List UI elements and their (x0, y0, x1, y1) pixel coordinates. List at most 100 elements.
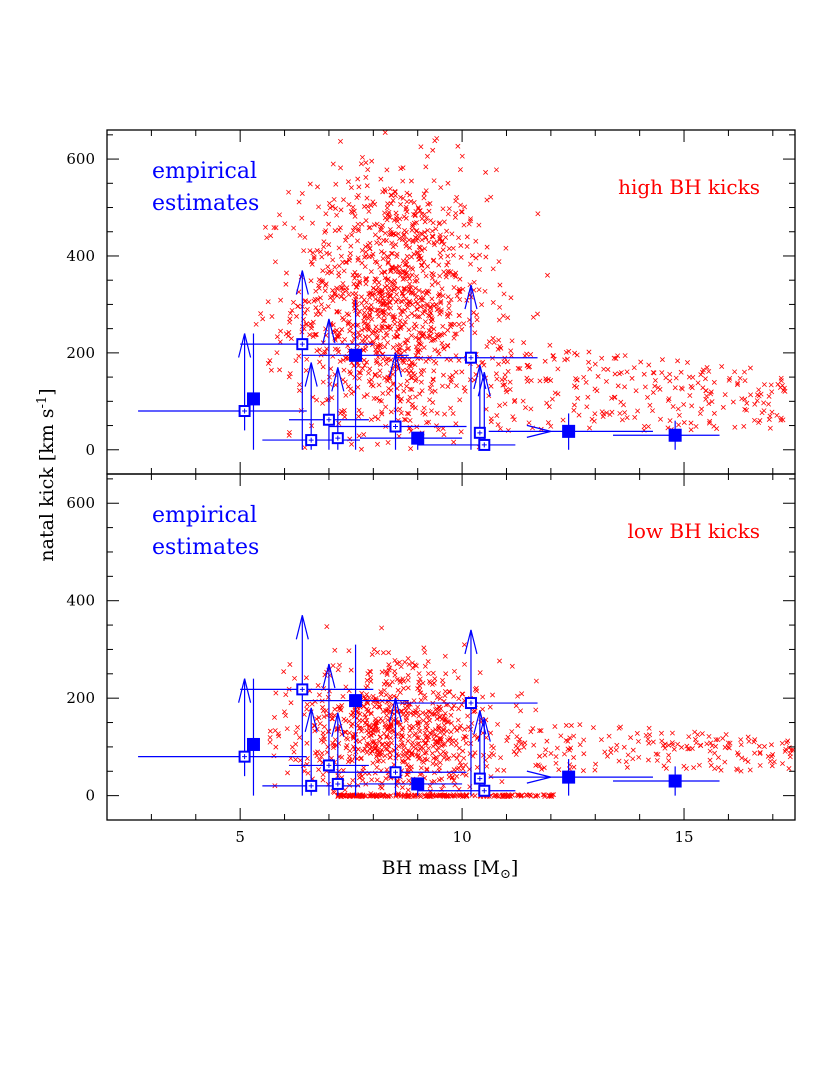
model-point (425, 671, 431, 677)
model-point (426, 745, 431, 751)
model-point (709, 399, 715, 405)
model-point (416, 287, 422, 293)
model-point (459, 369, 465, 375)
model-point (260, 316, 266, 322)
model-point (409, 725, 415, 731)
model-point (580, 768, 586, 774)
model-point (343, 729, 349, 735)
model-point (704, 365, 710, 370)
bottom-empirical-markers (238, 683, 682, 797)
model-point (409, 265, 415, 271)
model-point (732, 369, 738, 375)
model-point (440, 344, 446, 350)
model-point (422, 309, 428, 315)
model-point (641, 371, 647, 377)
model-point (409, 752, 415, 758)
model-point (421, 405, 427, 411)
model-point (323, 281, 329, 287)
model-point (457, 793, 463, 799)
model-point (403, 204, 409, 210)
model-point (471, 709, 477, 715)
model-point (316, 715, 322, 721)
model-point (416, 747, 422, 753)
model-point (757, 762, 763, 768)
model-point (310, 250, 316, 256)
model-point (577, 742, 583, 748)
model-point (382, 344, 388, 350)
model-point (433, 761, 439, 767)
model-point (437, 792, 443, 798)
model-point (416, 671, 422, 677)
model-point (472, 708, 478, 714)
model-point (418, 297, 424, 303)
model-point (380, 324, 386, 330)
model-point (378, 691, 384, 697)
model-point (359, 725, 365, 731)
model-point (405, 792, 411, 798)
model-point (415, 686, 421, 692)
model-point (756, 387, 762, 393)
model-point (441, 755, 447, 761)
model-point (515, 723, 521, 729)
model-point (419, 216, 425, 222)
model-point (555, 366, 561, 372)
model-point (278, 297, 284, 303)
model-point (349, 758, 355, 764)
model-point (438, 307, 444, 313)
model-point (442, 710, 448, 716)
model-point (463, 762, 469, 768)
model-point (371, 222, 377, 228)
model-point (401, 232, 407, 238)
model-point (362, 313, 368, 319)
model-point (380, 318, 386, 324)
model-point (388, 387, 394, 393)
model-point (434, 716, 440, 722)
model-point (533, 793, 539, 799)
model-point (432, 676, 438, 682)
model-point (340, 693, 346, 699)
model-point (511, 399, 517, 405)
model-point (505, 794, 511, 800)
model-point (380, 300, 386, 306)
model-point (645, 757, 651, 763)
model-point (571, 764, 577, 770)
model-point (307, 181, 313, 187)
model-point (324, 624, 330, 630)
model-point (734, 767, 740, 773)
model-point (379, 669, 385, 675)
model-point (706, 368, 712, 374)
model-point (699, 369, 705, 375)
model-point (474, 764, 480, 770)
model-point (453, 331, 459, 337)
model-point (458, 254, 464, 260)
model-point (779, 740, 785, 746)
top-annotation-line1: empirical (152, 159, 257, 184)
model-point (420, 268, 426, 274)
model-point (407, 386, 413, 392)
model-point (388, 409, 394, 415)
model-point (654, 757, 660, 763)
model-point (426, 208, 432, 214)
model-point (296, 353, 302, 359)
model-point (419, 388, 425, 394)
model-point (406, 345, 412, 351)
model-point (336, 706, 342, 712)
model-point (277, 212, 282, 218)
model-point (441, 241, 447, 247)
model-point (348, 209, 354, 215)
model-point (347, 748, 353, 754)
model-point (312, 297, 318, 303)
model-point (304, 740, 310, 746)
model-point (556, 767, 562, 773)
model-point (347, 328, 353, 334)
empirical-open-marker-cross (335, 435, 341, 441)
model-point (291, 225, 297, 231)
model-point (453, 198, 459, 204)
empirical-lower-limit-arrow (477, 372, 491, 397)
x-tick-label: 5 (235, 828, 245, 846)
model-point (742, 378, 748, 384)
model-point (456, 235, 462, 241)
model-point (316, 285, 322, 291)
model-point (355, 322, 361, 328)
model-point (409, 227, 415, 233)
